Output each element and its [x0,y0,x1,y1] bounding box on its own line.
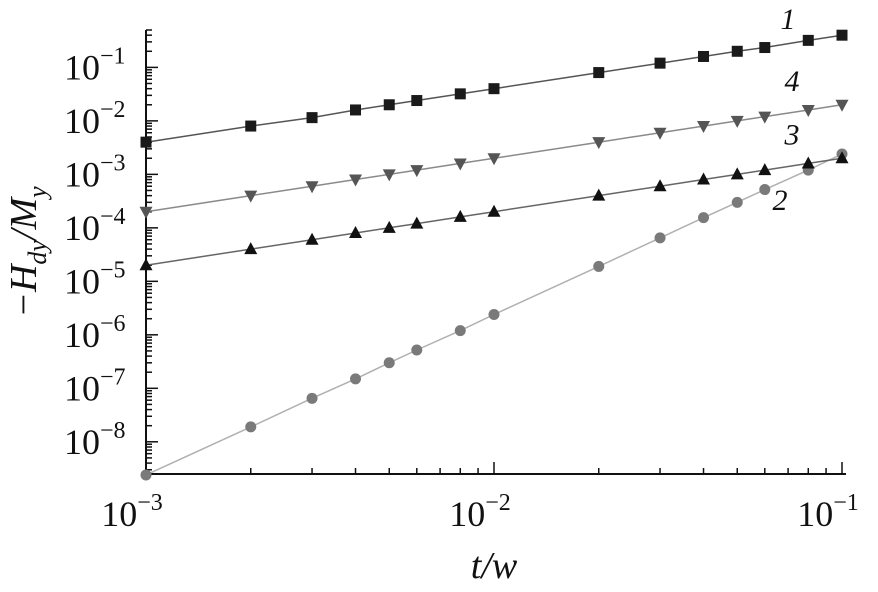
series-2-point [306,392,318,404]
series-3-point [305,232,319,245]
y-tick-label: 10−7 [64,364,126,408]
series-3-point [758,163,772,176]
series-1-point [836,29,848,41]
series-3-point [139,258,153,271]
series-2-point [245,421,257,433]
series-4-point [244,190,258,203]
x-axis-ticks: 10−3 10−2 10−1 [101,462,859,534]
series-1-point [454,88,466,100]
series-3-point [382,220,396,233]
series-2-point [454,325,466,337]
series-label-3: 3 [784,118,800,151]
series-4-point [835,99,849,112]
series-1-point [731,45,743,57]
series-1-point [350,104,362,116]
y-tick-label: 10−6 [64,311,126,355]
series-2-point [654,232,666,244]
series-3-point [349,226,363,239]
series-4-point [801,104,815,117]
series-3-point [653,179,667,192]
series-1-point [140,136,152,148]
series-4-point [453,158,467,171]
y-axis-ticks: 10−8 10−7 10−6 10−5 10−4 10−3 10−2 10−1 [64,29,158,471]
y-tick-label: 10−4 [64,204,126,248]
series-4-point [349,174,363,187]
series-1-point [306,112,318,124]
series-1-point [488,83,500,95]
series-4-point [653,127,667,140]
series-4-point [382,169,396,182]
series-4-point [730,115,744,128]
series-labels: 1 4 3 2 [773,3,800,217]
series-1-point [245,120,257,132]
series-3-point [801,156,815,169]
series-2-point [383,357,395,369]
y-tick-label: 10−3 [64,150,126,194]
series-2-point [350,373,362,385]
series-3-point [835,151,849,164]
series-label-2: 2 [773,184,788,217]
series-4-point [592,137,606,150]
series-4-point [487,153,501,166]
series-3-point [410,216,424,229]
series-1-point [654,57,666,69]
x-tick-label: 10−3 [101,490,163,534]
y-axis-label-text: −Hdy/My [3,186,52,318]
y-axis-label: −Hdy/My [3,186,52,318]
series-markers [139,29,849,481]
series-1-point [802,34,814,46]
series-1-point [383,99,395,111]
y-tick-label: 10−5 [64,257,126,301]
series-4-point [139,206,153,219]
series-2-point [140,469,152,481]
series-label-4: 4 [785,65,800,98]
y-tick-label: 10−1 [64,43,126,87]
series-2-point [488,308,500,320]
series-4-point [697,121,711,134]
series-1-point [593,67,605,79]
series-1-point [698,50,710,62]
series-2-point [411,344,423,356]
x-axis-label: t/w [471,545,518,587]
series-3-point [487,204,501,217]
series-2-point [698,212,710,224]
series-3-point [697,172,711,185]
x-tick-label: 10−1 [797,490,859,534]
y-tick-label: 10−8 [64,418,126,462]
series-4-point [410,165,424,178]
series-3-point [592,188,606,201]
y-tick-label: 10−2 [64,97,126,141]
series-2-point [731,196,743,208]
series-4-point [305,181,319,194]
series-3-point [453,209,467,222]
series-lines [145,34,843,476]
series-label-1: 1 [781,3,796,36]
series-3-point [730,167,744,180]
series-1-point [411,95,423,107]
series-4-point [758,111,772,124]
series-2-point [593,260,605,272]
series-2-point [759,184,771,196]
x-tick-label: 10−2 [449,490,511,534]
series-3-point [244,242,258,255]
series-1-point [759,42,771,54]
